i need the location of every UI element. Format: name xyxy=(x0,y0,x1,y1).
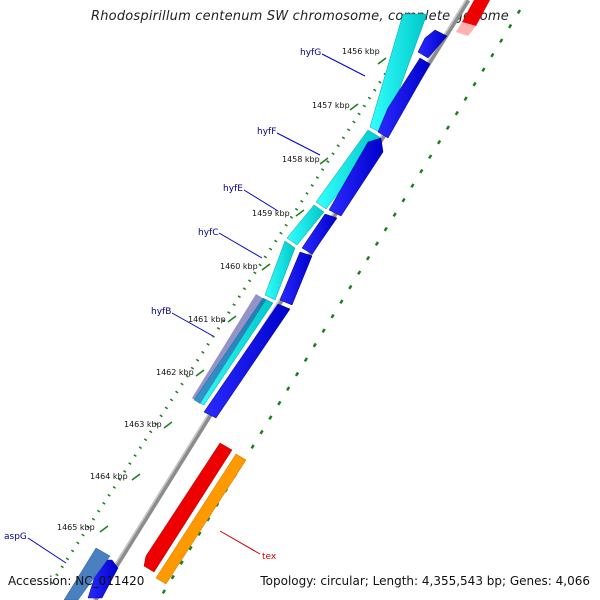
scale-label: 1458 kbp xyxy=(282,155,320,164)
scale-label: 1460 kbp xyxy=(220,262,258,271)
scale-label: 1465 kbp xyxy=(57,523,95,532)
scale-label: 1457 kbp xyxy=(312,101,350,110)
scale-label: 1462 kbp xyxy=(156,368,194,377)
gene-rev-6[interactable] xyxy=(203,303,291,419)
gene-aspG-arrow[interactable] xyxy=(63,547,111,600)
scale-label: 1461 kbp xyxy=(188,315,226,324)
gene-label-hyfG[interactable]: hyfG xyxy=(300,48,321,58)
scale-label: 1459 kbp xyxy=(252,209,290,218)
gene-rev-4[interactable] xyxy=(301,213,338,255)
scale-label: 1464 kbp xyxy=(90,472,128,481)
scale-ticks xyxy=(99,57,387,533)
gene-label-hyfC[interactable]: hyfC xyxy=(198,228,218,238)
gene-label-aspG[interactable]: aspG xyxy=(4,532,27,542)
accession-text: Accession: NC_011420 xyxy=(8,574,145,588)
gene-red-long[interactable] xyxy=(143,442,233,573)
scale-label: 1463 kbp xyxy=(124,420,162,429)
gene-hyfC-arrow[interactable] xyxy=(264,240,296,301)
gene-red-top-pink xyxy=(456,22,476,36)
gene-rev-2[interactable] xyxy=(377,57,431,139)
topology-summary: Topology: circular; Length: 4,355,543 bp… xyxy=(260,574,590,588)
gene-tex-arrow[interactable] xyxy=(155,453,247,585)
reverse-genes xyxy=(87,29,448,599)
gene-rev-bottom[interactable] xyxy=(87,559,119,599)
gene-label-hyfF[interactable]: hyfF xyxy=(257,127,276,137)
gene-label-hyfB[interactable]: hyfB xyxy=(151,307,171,317)
gene-rev-3[interactable] xyxy=(328,137,384,217)
gc-dots-outer xyxy=(45,17,424,591)
gene-rev-dark xyxy=(192,294,266,404)
scale-label: 1456 kbp xyxy=(342,47,380,56)
gene-rev-5[interactable] xyxy=(279,251,313,306)
gene-hyfE-arrow[interactable] xyxy=(286,204,325,246)
gene-label-tex[interactable]: tex xyxy=(262,552,277,562)
gene-red-top[interactable] xyxy=(462,0,490,26)
gene-label-hyfE[interactable]: hyfE xyxy=(223,184,243,194)
gene-hyfG-reverse[interactable] xyxy=(417,29,448,59)
label-connectors xyxy=(27,53,366,564)
